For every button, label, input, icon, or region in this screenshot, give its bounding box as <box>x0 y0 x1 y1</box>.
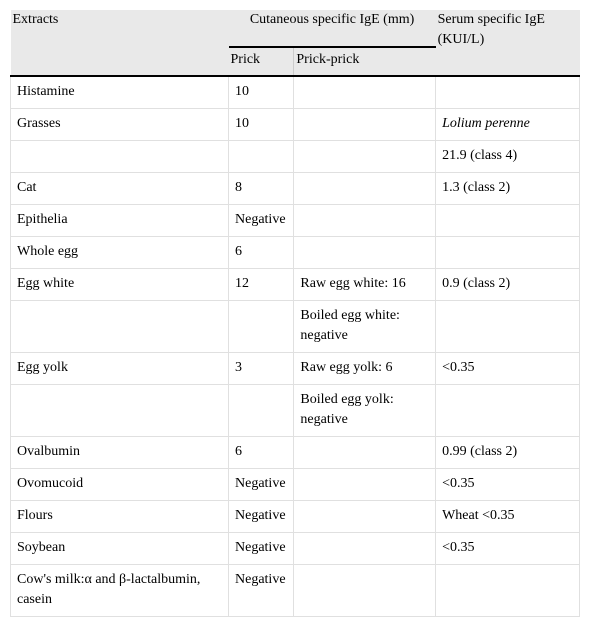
table-cell <box>293 236 437 269</box>
table-cell <box>435 564 580 617</box>
table-cell <box>435 236 580 269</box>
table-row: Egg yolk 3 Raw egg yolk: 6 <0.35 <box>10 352 580 385</box>
table-cell: 10 <box>227 108 295 141</box>
table-cell <box>10 384 229 437</box>
table-body: Histamine 10 Grasses 10 Lolium perenne 21.9 (… <box>10 75 580 617</box>
table-cell: Lolium perenne <box>435 108 580 141</box>
table-row: Epithelia Negative <box>10 204 580 237</box>
table-cell <box>10 300 229 353</box>
table-cell: <0.35 <box>435 532 580 565</box>
header-cell: Cutaneous specific IgE (mm) <box>228 10 436 48</box>
header-cell: Prick <box>228 47 294 77</box>
table-cell <box>293 108 437 141</box>
table-cell: 1.3 (class 2) <box>435 172 580 205</box>
table-cell: Flours <box>10 500 229 533</box>
table-cell: Histamine <box>10 75 229 109</box>
table-row: Grasses 10 Lolium perenne <box>10 108 580 141</box>
table-row: Cow's milk:α and β-lactalbumin, casein Ne… <box>10 564 580 617</box>
table-row: Ovomucoid Negative <0.35 <box>10 468 580 501</box>
table-row: 21.9 (class 4) <box>10 140 580 173</box>
table-cell: Cat <box>10 172 229 205</box>
header-cell: Extracts <box>10 10 229 77</box>
table-cell <box>10 140 229 173</box>
table-cell: 10 <box>227 75 295 109</box>
table-row: Boiled egg yolk: negative <box>10 384 580 437</box>
table-cell: Negative <box>227 500 295 533</box>
table-cell <box>435 384 580 437</box>
table-cell: Raw egg yolk: 6 <box>293 352 437 385</box>
table-cell: Grasses <box>10 108 229 141</box>
table-row: Whole egg 6 <box>10 236 580 269</box>
table-cell: 0.99 (class 2) <box>435 436 580 469</box>
table-row: Cat 8 1.3 (class 2) <box>10 172 580 205</box>
table-cell <box>293 564 437 617</box>
table-cell: Whole egg <box>10 236 229 269</box>
table-cell <box>293 172 437 205</box>
table-cell <box>293 532 437 565</box>
table-row: Soybean Negative <0.35 <box>10 532 580 565</box>
table-cell <box>227 300 295 353</box>
page: Extracts Cutaneous specific IgE (mm) Ser… <box>10 10 580 617</box>
table-cell <box>293 468 437 501</box>
table-cell <box>293 204 437 237</box>
table-cell: 8 <box>227 172 295 205</box>
table-cell: <0.35 <box>435 352 580 385</box>
table-cell: Wheat <0.35 <box>435 500 580 533</box>
table-row: Boiled egg white: negative <box>10 300 580 353</box>
table-cell: Negative <box>227 532 295 565</box>
table-cell: 6 <box>227 236 295 269</box>
table-cell: Ovomucoid <box>10 468 229 501</box>
table-row: Flours Negative Wheat <0.35 <box>10 500 580 533</box>
table-cell: 3 <box>227 352 295 385</box>
table-cell: Cow's milk:α and β-lactalbumin, casein <box>10 564 229 617</box>
header-cell: Prick-prick <box>293 47 436 77</box>
table-cell <box>293 140 437 173</box>
table-cell <box>435 300 580 353</box>
header-cell: Serum specific IgE (KUI/L) <box>435 10 580 77</box>
table-cell: Soybean <box>10 532 229 565</box>
table-cell: 21.9 (class 4) <box>435 140 580 173</box>
table-row: Ovalbumin 6 0.99 (class 2) <box>10 436 580 469</box>
ige-table: Extracts Cutaneous specific IgE (mm) Ser… <box>10 10 580 617</box>
table-cell <box>227 384 295 437</box>
table-cell: Boiled egg white: negative <box>293 300 437 353</box>
table-cell: Epithelia <box>10 204 229 237</box>
table-cell <box>293 436 437 469</box>
table-row: Histamine 10 <box>10 75 580 109</box>
table-cell: Raw egg white: 16 <box>293 268 437 301</box>
table-cell: Ovalbumin <box>10 436 229 469</box>
table-cell <box>293 500 437 533</box>
table-cell: Negative <box>227 468 295 501</box>
table-cell: Negative <box>227 204 295 237</box>
table-header: Extracts Cutaneous specific IgE (mm) Ser… <box>10 10 580 77</box>
table-cell <box>435 204 580 237</box>
table-cell <box>227 140 295 173</box>
table-cell: Boiled egg yolk: negative <box>293 384 437 437</box>
table-cell <box>435 75 580 109</box>
table-cell <box>293 75 437 109</box>
table-cell: Egg yolk <box>10 352 229 385</box>
table-cell: <0.35 <box>435 468 580 501</box>
table-cell: 12 <box>227 268 295 301</box>
table-cell: 0.9 (class 2) <box>435 268 580 301</box>
table-row: Egg white 12 Raw egg white: 16 0.9 (class 2… <box>10 268 580 301</box>
table-cell: Egg white <box>10 268 229 301</box>
table-cell: 6 <box>227 436 295 469</box>
table-cell: Negative <box>227 564 295 617</box>
